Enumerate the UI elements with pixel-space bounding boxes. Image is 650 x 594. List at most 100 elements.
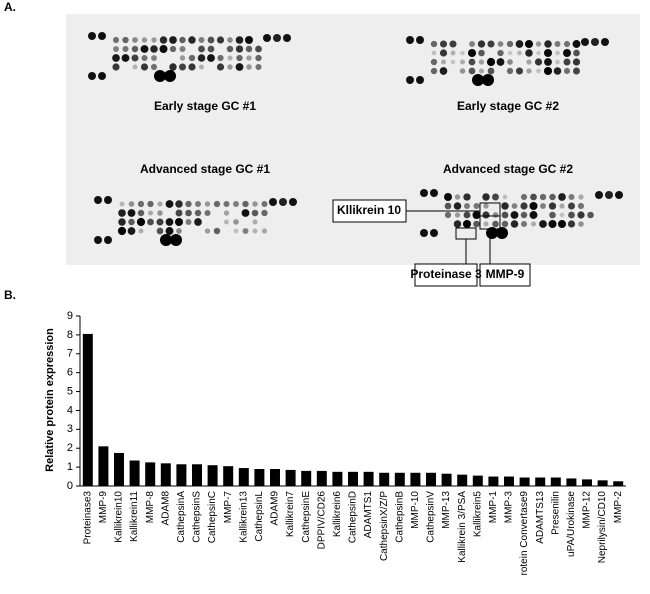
dot [273,34,281,42]
dot [450,59,456,65]
dot [175,209,183,217]
dot [128,201,135,207]
dot [530,193,537,201]
dot [198,45,205,53]
dot [263,34,271,42]
dot [439,67,448,75]
dot [526,59,532,65]
dot [226,45,234,53]
dot [151,55,157,61]
bar [582,479,592,486]
dot [539,220,547,228]
x-tick-label: CathepsinV [426,491,437,543]
callouts [332,199,531,287]
dot [98,72,106,80]
blot-title: Advanced stage GC #1 [140,162,270,176]
bar [316,470,327,486]
dot [478,59,485,65]
dot [279,198,287,206]
x-tick-label: MMP-8 [145,491,156,524]
bar [613,481,624,486]
x-tick-label: CathepsinD [348,491,359,543]
dot [511,203,518,209]
dot [233,219,239,225]
dot [472,210,481,220]
dot [94,196,102,204]
x-tick-label: CathepsinS [192,491,203,543]
x-tick-label: Neprilysin/CD10 [597,491,608,564]
dot [216,63,225,71]
dot [430,58,438,66]
dot [138,228,144,234]
bar [145,462,156,486]
bar [379,472,390,486]
dot [131,54,139,62]
dot [179,36,186,44]
x-tick-label: MMP-9 [98,491,109,524]
dot [553,67,562,75]
bar [207,465,218,486]
dot [246,55,252,61]
dot [520,193,528,201]
dot [223,200,230,208]
dot [555,59,560,65]
dot [150,45,158,53]
x-tick-label: CathepsinL [254,491,265,542]
blot-dots [88,32,623,246]
dot [430,67,438,75]
dot [544,58,552,66]
dot [492,193,499,201]
dot [439,40,448,48]
dot [459,68,466,74]
dot [216,36,225,44]
dot [246,64,252,70]
dot [179,55,186,61]
bar [129,460,140,486]
dot [492,220,499,228]
dot [507,59,513,65]
dot [581,38,589,46]
dot [261,228,268,234]
dot [482,193,490,201]
dot [449,40,457,48]
dot [440,59,447,65]
dot [524,39,534,49]
callout-label: MMP-9 [486,267,525,281]
dot [563,67,571,75]
callout-box [479,263,531,287]
dot [118,218,126,226]
dot [112,63,120,71]
dot [194,209,202,217]
dot [185,219,192,225]
y-tick-label: 4 [67,404,73,416]
x-tick-label: Presenilin [550,491,561,535]
dot [573,67,580,75]
dot [536,68,541,74]
blot-title: Early stage GC #2 [457,99,559,113]
dot [150,63,158,71]
bar [238,468,249,486]
bar [426,472,436,486]
dot [567,202,576,210]
dot [179,46,186,52]
dot [454,212,461,218]
dot [520,220,528,228]
x-tick-label: ADAM9 [270,491,281,526]
dot [185,200,192,208]
dot [245,45,253,53]
dot [213,227,221,235]
dot [157,210,163,216]
dot [469,41,475,47]
dot [165,200,174,208]
dot [506,40,514,48]
x-tick-label: CathepsinA [176,491,187,543]
dot [127,209,136,217]
dot [473,220,480,228]
x-tick-label: Kallikrein 3/PSA [457,491,468,563]
dot [573,49,580,57]
dot [543,48,553,58]
bar [519,477,530,486]
dot [245,36,253,44]
dot [112,36,120,44]
dot [439,49,448,57]
